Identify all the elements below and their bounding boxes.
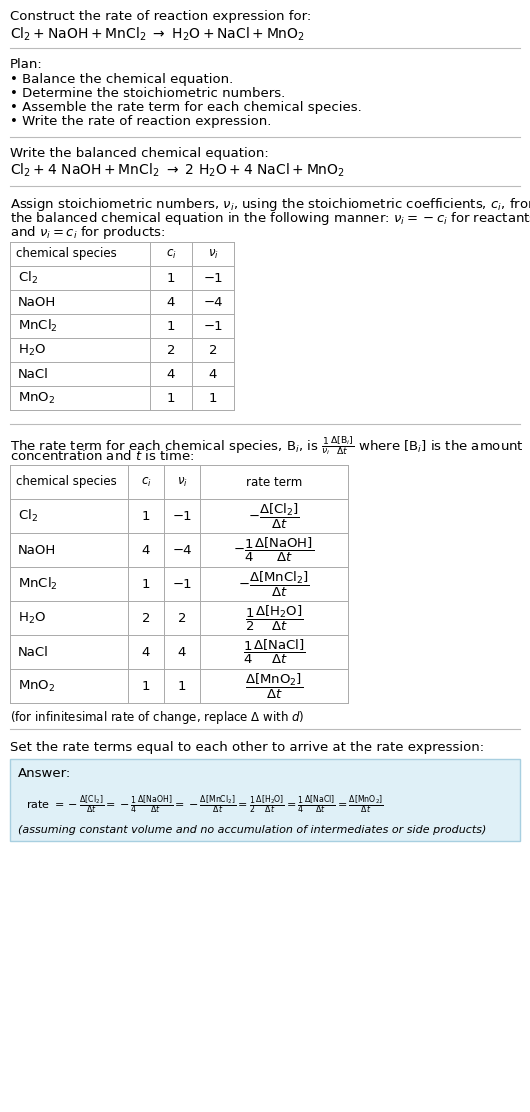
Text: −1: −1 xyxy=(172,509,192,523)
Text: NaCl: NaCl xyxy=(18,367,49,380)
Text: 1: 1 xyxy=(142,679,150,693)
Text: MnO$_2$: MnO$_2$ xyxy=(18,678,55,694)
Text: Cl$_2$: Cl$_2$ xyxy=(18,508,38,524)
Text: chemical species: chemical species xyxy=(16,248,117,260)
Text: (assuming constant volume and no accumulation of intermediates or side products): (assuming constant volume and no accumul… xyxy=(18,825,487,835)
Text: 1: 1 xyxy=(167,391,175,405)
Text: 2: 2 xyxy=(178,612,186,625)
Text: MnO$_2$: MnO$_2$ xyxy=(18,390,55,406)
Text: $c_i$: $c_i$ xyxy=(166,248,176,260)
Text: NaOH: NaOH xyxy=(18,296,56,308)
Text: • Balance the chemical equation.: • Balance the chemical equation. xyxy=(10,73,233,86)
Text: $-\dfrac{\Delta[\mathrm{MnCl_2}]}{\Delta t}$: $-\dfrac{\Delta[\mathrm{MnCl_2}]}{\Delta… xyxy=(238,569,310,598)
Text: rate $= -\frac{\Delta[\mathrm{Cl_2}]}{\Delta t} = -\frac{1}{4}\frac{\Delta[\math: rate $= -\frac{\Delta[\mathrm{Cl_2}]}{\D… xyxy=(26,793,384,816)
Text: $\nu_i$: $\nu_i$ xyxy=(176,476,188,488)
Text: Answer:: Answer: xyxy=(18,767,71,780)
Text: Construct the rate of reaction expression for:: Construct the rate of reaction expressio… xyxy=(10,10,311,23)
Text: 1: 1 xyxy=(209,391,217,405)
Text: Plan:: Plan: xyxy=(10,58,43,71)
Text: 4: 4 xyxy=(167,367,175,380)
Text: 2: 2 xyxy=(142,612,150,625)
Text: 4: 4 xyxy=(142,544,150,556)
Text: $-\dfrac{\Delta[\mathrm{Cl_2}]}{\Delta t}$: $-\dfrac{\Delta[\mathrm{Cl_2}]}{\Delta t… xyxy=(248,502,300,530)
Text: concentration and $t$ is time:: concentration and $t$ is time: xyxy=(10,449,194,463)
Text: $\mathrm{Cl_2 + 4\ NaOH + MnCl_2}$ $\rightarrow$ $\mathrm{2\ H_2O + 4\ NaCl + Mn: $\mathrm{Cl_2 + 4\ NaOH + MnCl_2}$ $\rig… xyxy=(10,162,345,179)
Text: −1: −1 xyxy=(203,319,223,332)
Text: 4: 4 xyxy=(209,367,217,380)
Text: 4: 4 xyxy=(142,645,150,658)
Text: (for infinitesimal rate of change, replace Δ with $d$): (for infinitesimal rate of change, repla… xyxy=(10,709,304,726)
Text: Write the balanced chemical equation:: Write the balanced chemical equation: xyxy=(10,147,269,160)
Text: Set the rate terms equal to each other to arrive at the rate expression:: Set the rate terms equal to each other t… xyxy=(10,741,484,754)
Text: −1: −1 xyxy=(172,577,192,590)
Text: 1: 1 xyxy=(142,577,150,590)
Text: $\dfrac{\Delta[\mathrm{MnO_2}]}{\Delta t}$: $\dfrac{\Delta[\mathrm{MnO_2}]}{\Delta t… xyxy=(245,672,303,701)
Text: • Determine the stoichiometric numbers.: • Determine the stoichiometric numbers. xyxy=(10,87,285,100)
Text: 4: 4 xyxy=(167,296,175,308)
Text: NaCl: NaCl xyxy=(18,645,49,658)
Text: MnCl$_2$: MnCl$_2$ xyxy=(18,576,58,592)
Text: H$_2$O: H$_2$O xyxy=(18,610,46,626)
Text: • Assemble the rate term for each chemical species.: • Assemble the rate term for each chemic… xyxy=(10,101,362,115)
Text: Cl$_2$: Cl$_2$ xyxy=(18,270,38,286)
Text: NaOH: NaOH xyxy=(18,544,56,556)
Text: • Write the rate of reaction expression.: • Write the rate of reaction expression. xyxy=(10,115,271,128)
Text: The rate term for each chemical species, B$_i$, is $\frac{1}{\nu_i}\frac{\Delta[: The rate term for each chemical species,… xyxy=(10,434,524,457)
Text: 1: 1 xyxy=(167,319,175,332)
Text: 2: 2 xyxy=(209,344,217,357)
Text: 1: 1 xyxy=(142,509,150,523)
Text: MnCl$_2$: MnCl$_2$ xyxy=(18,318,58,334)
Text: rate term: rate term xyxy=(246,476,302,488)
Text: and $\nu_i = c_i$ for products:: and $\nu_i = c_i$ for products: xyxy=(10,224,165,241)
Bar xyxy=(10,759,520,841)
Text: −4: −4 xyxy=(172,544,192,556)
Text: $-\dfrac{1}{4}\dfrac{\Delta[\mathrm{NaOH}]}{\Delta t}$: $-\dfrac{1}{4}\dfrac{\Delta[\mathrm{NaOH… xyxy=(234,536,314,564)
Text: Assign stoichiometric numbers, $\nu_i$, using the stoichiometric coefficients, $: Assign stoichiometric numbers, $\nu_i$, … xyxy=(10,196,530,214)
Text: $\dfrac{1}{2}\dfrac{\Delta[\mathrm{H_2O}]}{\Delta t}$: $\dfrac{1}{2}\dfrac{\Delta[\mathrm{H_2O}… xyxy=(245,604,303,633)
Text: 1: 1 xyxy=(167,271,175,285)
Text: $c_i$: $c_i$ xyxy=(140,476,152,488)
Text: $\nu_i$: $\nu_i$ xyxy=(208,248,218,260)
Text: $\mathrm{Cl_2 + NaOH + MnCl_2}$ $\rightarrow$ $\mathrm{H_2O + NaCl + MnO_2}$: $\mathrm{Cl_2 + NaOH + MnCl_2}$ $\righta… xyxy=(10,26,305,43)
Text: the balanced chemical equation in the following manner: $\nu_i = -c_i$ for react: the balanced chemical equation in the fo… xyxy=(10,210,530,227)
Text: 4: 4 xyxy=(178,645,186,658)
Text: 1: 1 xyxy=(178,679,186,693)
Text: $\dfrac{1}{4}\dfrac{\Delta[\mathrm{NaCl}]}{\Delta t}$: $\dfrac{1}{4}\dfrac{\Delta[\mathrm{NaCl}… xyxy=(243,638,305,666)
Text: −1: −1 xyxy=(203,271,223,285)
Text: chemical species: chemical species xyxy=(16,476,117,488)
Text: H$_2$O: H$_2$O xyxy=(18,342,46,358)
Text: 2: 2 xyxy=(167,344,175,357)
Text: −4: −4 xyxy=(203,296,223,308)
